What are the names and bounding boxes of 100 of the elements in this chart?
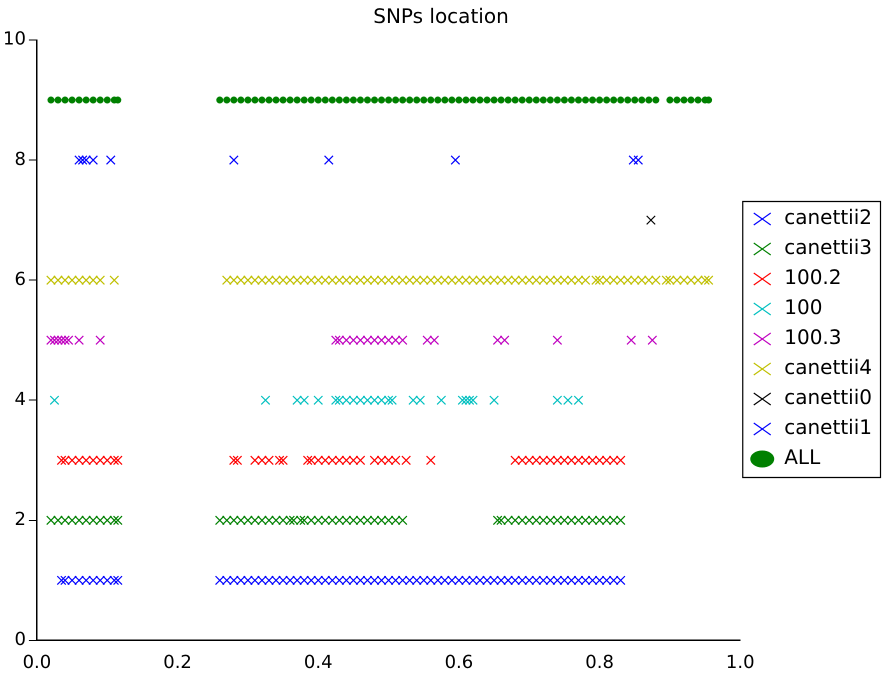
point (628, 155, 638, 165)
point (257, 515, 267, 526)
point (74, 335, 84, 346)
point (384, 335, 394, 346)
point (74, 155, 84, 165)
point (260, 395, 270, 406)
point (348, 515, 358, 526)
point (222, 515, 232, 526)
point (370, 395, 380, 406)
point (356, 515, 366, 526)
point (580, 515, 590, 526)
point (243, 515, 253, 526)
point (398, 515, 408, 526)
y-tick-label: 10 (3, 28, 26, 50)
point (348, 395, 358, 406)
point (552, 455, 562, 466)
point (464, 395, 474, 406)
point (95, 335, 106, 346)
point (53, 515, 63, 526)
point (81, 515, 91, 526)
point (64, 335, 74, 346)
point (264, 515, 274, 526)
point (362, 395, 372, 406)
point (517, 515, 528, 526)
point (78, 155, 88, 165)
point (384, 455, 394, 466)
point (46, 335, 56, 346)
point (271, 515, 281, 526)
point (429, 335, 440, 346)
point (334, 335, 344, 346)
point (95, 455, 106, 466)
point (574, 515, 584, 526)
point (330, 335, 341, 346)
point (362, 515, 372, 526)
point (390, 515, 400, 526)
point (320, 455, 330, 466)
point (320, 515, 330, 526)
point (362, 335, 372, 346)
point (342, 515, 352, 526)
point (229, 455, 239, 466)
legend-label: ALL (784, 445, 822, 470)
point (296, 515, 306, 526)
point (387, 395, 397, 406)
point (288, 515, 298, 526)
point (426, 455, 436, 466)
point (408, 395, 418, 406)
point (257, 455, 267, 466)
point (229, 155, 239, 165)
legend-label: canettii2 (784, 205, 872, 230)
point (546, 455, 556, 466)
x-tick-label: 0.4 (304, 652, 333, 673)
point (342, 395, 352, 406)
point (348, 455, 358, 466)
point (510, 455, 520, 466)
point (214, 515, 225, 526)
point (538, 515, 548, 526)
point (106, 155, 116, 165)
point (313, 395, 324, 406)
legend-label: 100 (784, 295, 822, 320)
point (356, 335, 366, 346)
point (376, 455, 386, 466)
legend-label: canettii4 (784, 355, 872, 380)
point (95, 515, 106, 526)
legend-label: canettii1 (784, 415, 872, 440)
point (552, 335, 562, 346)
point (436, 395, 446, 406)
point (313, 515, 324, 526)
point (60, 335, 70, 346)
point (232, 455, 242, 466)
point (489, 395, 499, 406)
point (390, 455, 400, 466)
point (306, 515, 316, 526)
legend-label: canettii3 (784, 235, 872, 260)
point (580, 455, 590, 466)
point (327, 455, 338, 466)
point (602, 455, 612, 466)
point (334, 395, 344, 406)
point (74, 455, 84, 466)
point (524, 515, 534, 526)
point (376, 395, 386, 406)
point (56, 455, 66, 466)
point (370, 335, 380, 346)
point (250, 455, 260, 466)
point (552, 515, 562, 526)
point (524, 455, 534, 466)
point (384, 515, 394, 526)
point (646, 215, 656, 225)
point (278, 455, 288, 466)
point (588, 455, 598, 466)
point (510, 515, 520, 526)
point (81, 455, 91, 466)
point (109, 515, 120, 526)
point (552, 395, 562, 406)
point (299, 515, 310, 526)
x-tick-label: 0.0 (22, 652, 52, 673)
point (560, 455, 570, 466)
point (588, 515, 598, 526)
point (327, 515, 338, 526)
point (531, 455, 542, 466)
y-tick-label: 8 (14, 148, 26, 170)
